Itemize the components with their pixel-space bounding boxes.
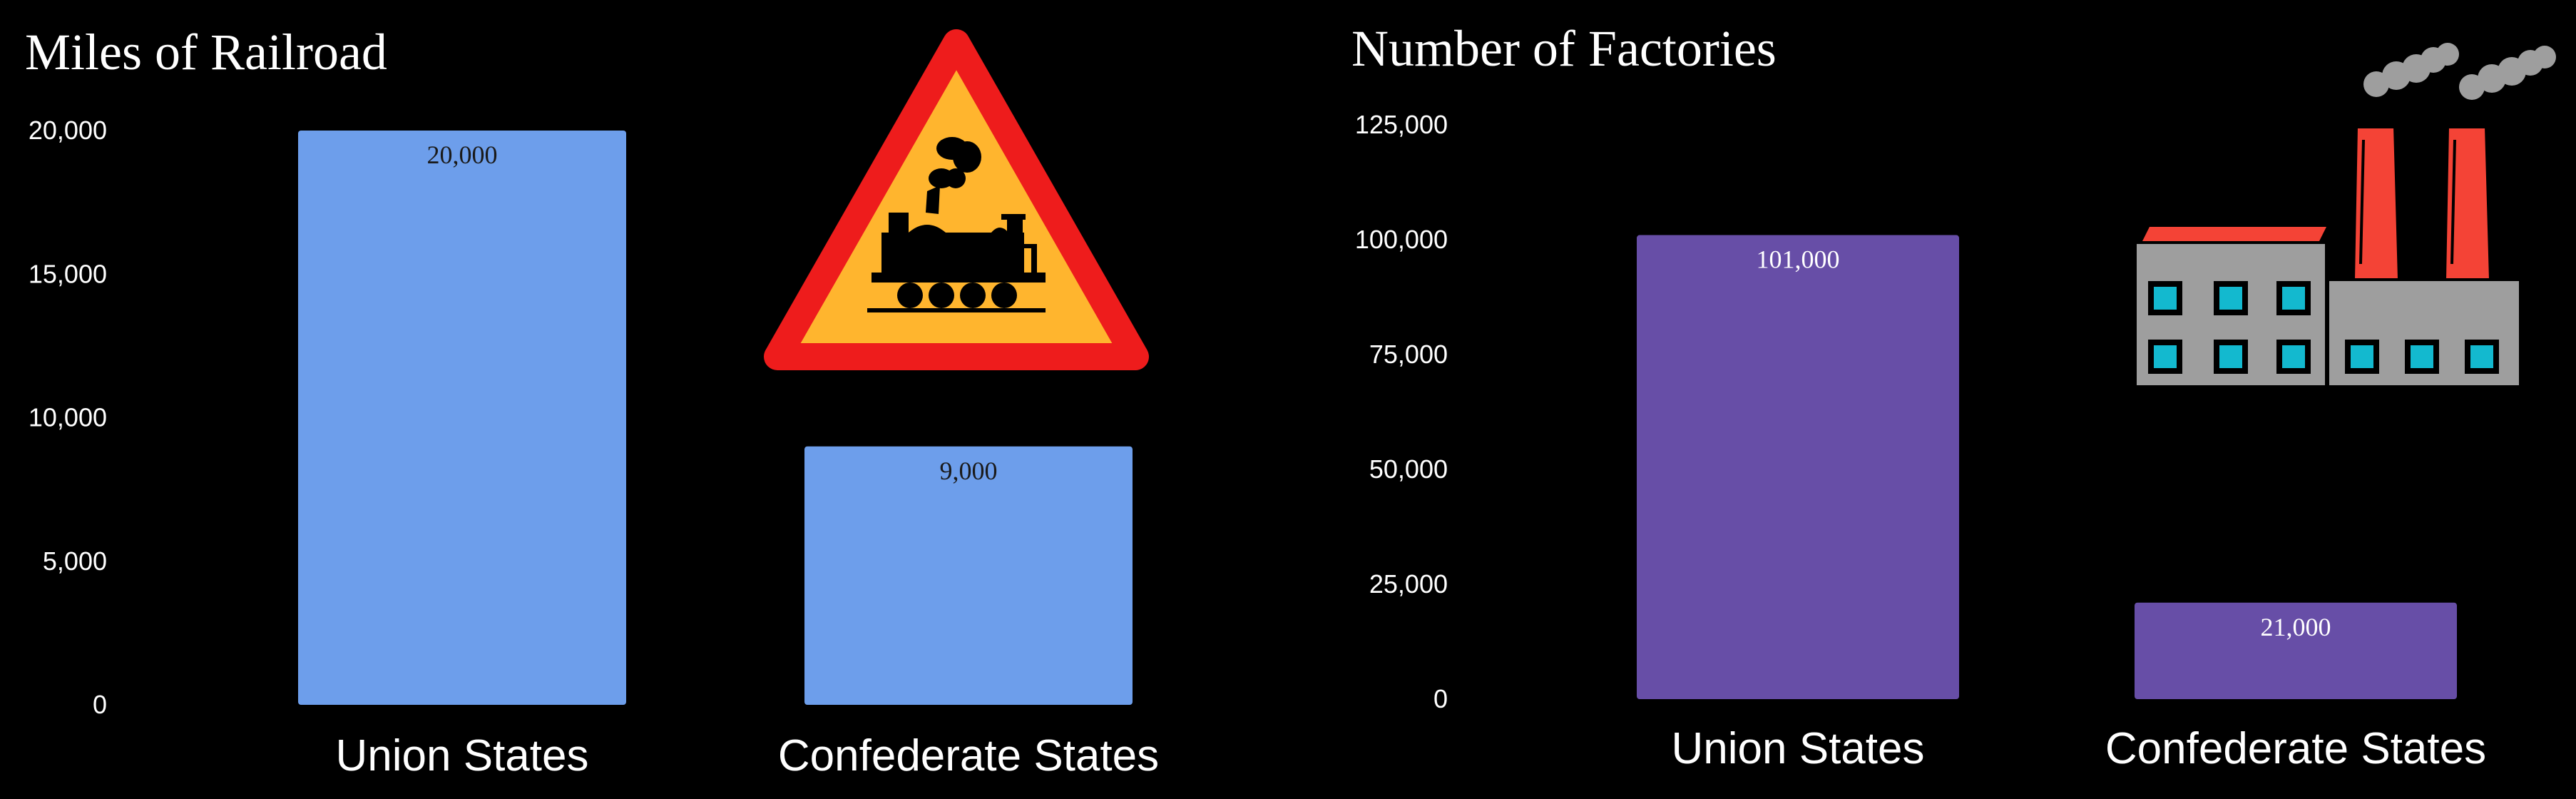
y-axis-ticks: 0 5,000 10,000 15,000 20,000 bbox=[29, 116, 107, 719]
y-tick-label: 0 bbox=[1433, 684, 1448, 713]
category-label: Confederate States bbox=[778, 731, 1159, 780]
bar bbox=[298, 131, 626, 705]
data-label: 21,000 bbox=[2261, 613, 2331, 641]
chart-title: Number of Factories bbox=[1351, 20, 1777, 77]
bars: 20,000 9,000 bbox=[298, 131, 1133, 705]
y-tick-label: 100,000 bbox=[1355, 225, 1448, 254]
y-tick-label: 0 bbox=[93, 690, 107, 719]
bars: 101,000 21,000 bbox=[1637, 235, 2457, 699]
bar bbox=[804, 446, 1133, 705]
y-tick-label: 75,000 bbox=[1369, 340, 1448, 369]
data-label: 101,000 bbox=[1757, 245, 1840, 274]
category-label: Confederate States bbox=[2105, 724, 2486, 773]
bar bbox=[2135, 602, 2457, 699]
chart-railroad: Miles of Railroad 0 5,000 10,000 15,000 20,0… bbox=[25, 24, 1159, 780]
x-axis-categories: Union States Confederate States bbox=[336, 731, 1160, 780]
chart-factories: Number of Factories 0 25,000 50,000 75,000 1… bbox=[1351, 20, 2556, 773]
y-tick-label: 10,000 bbox=[29, 403, 107, 432]
y-tick-label: 125,000 bbox=[1355, 110, 1448, 139]
y-axis-ticks: 0 25,000 50,000 75,000 100,000 125,000 bbox=[1355, 110, 1448, 713]
y-tick-label: 15,000 bbox=[29, 259, 107, 288]
chart-title: Miles of Railroad bbox=[25, 24, 387, 81]
y-tick-label: 50,000 bbox=[1369, 454, 1448, 484]
factory-icon bbox=[2134, 43, 2556, 388]
x-axis-categories: Union States Confederate States bbox=[1672, 724, 2487, 773]
y-tick-label: 5,000 bbox=[43, 546, 107, 576]
category-label: Union States bbox=[336, 731, 589, 780]
railroad-crossing-sign-icon bbox=[764, 29, 1149, 370]
category-label: Union States bbox=[1672, 724, 1925, 773]
y-tick-label: 25,000 bbox=[1369, 569, 1448, 599]
bar bbox=[1637, 235, 1959, 699]
data-label: 9,000 bbox=[940, 457, 998, 485]
data-label: 20,000 bbox=[427, 141, 498, 169]
y-tick-label: 20,000 bbox=[29, 116, 107, 145]
